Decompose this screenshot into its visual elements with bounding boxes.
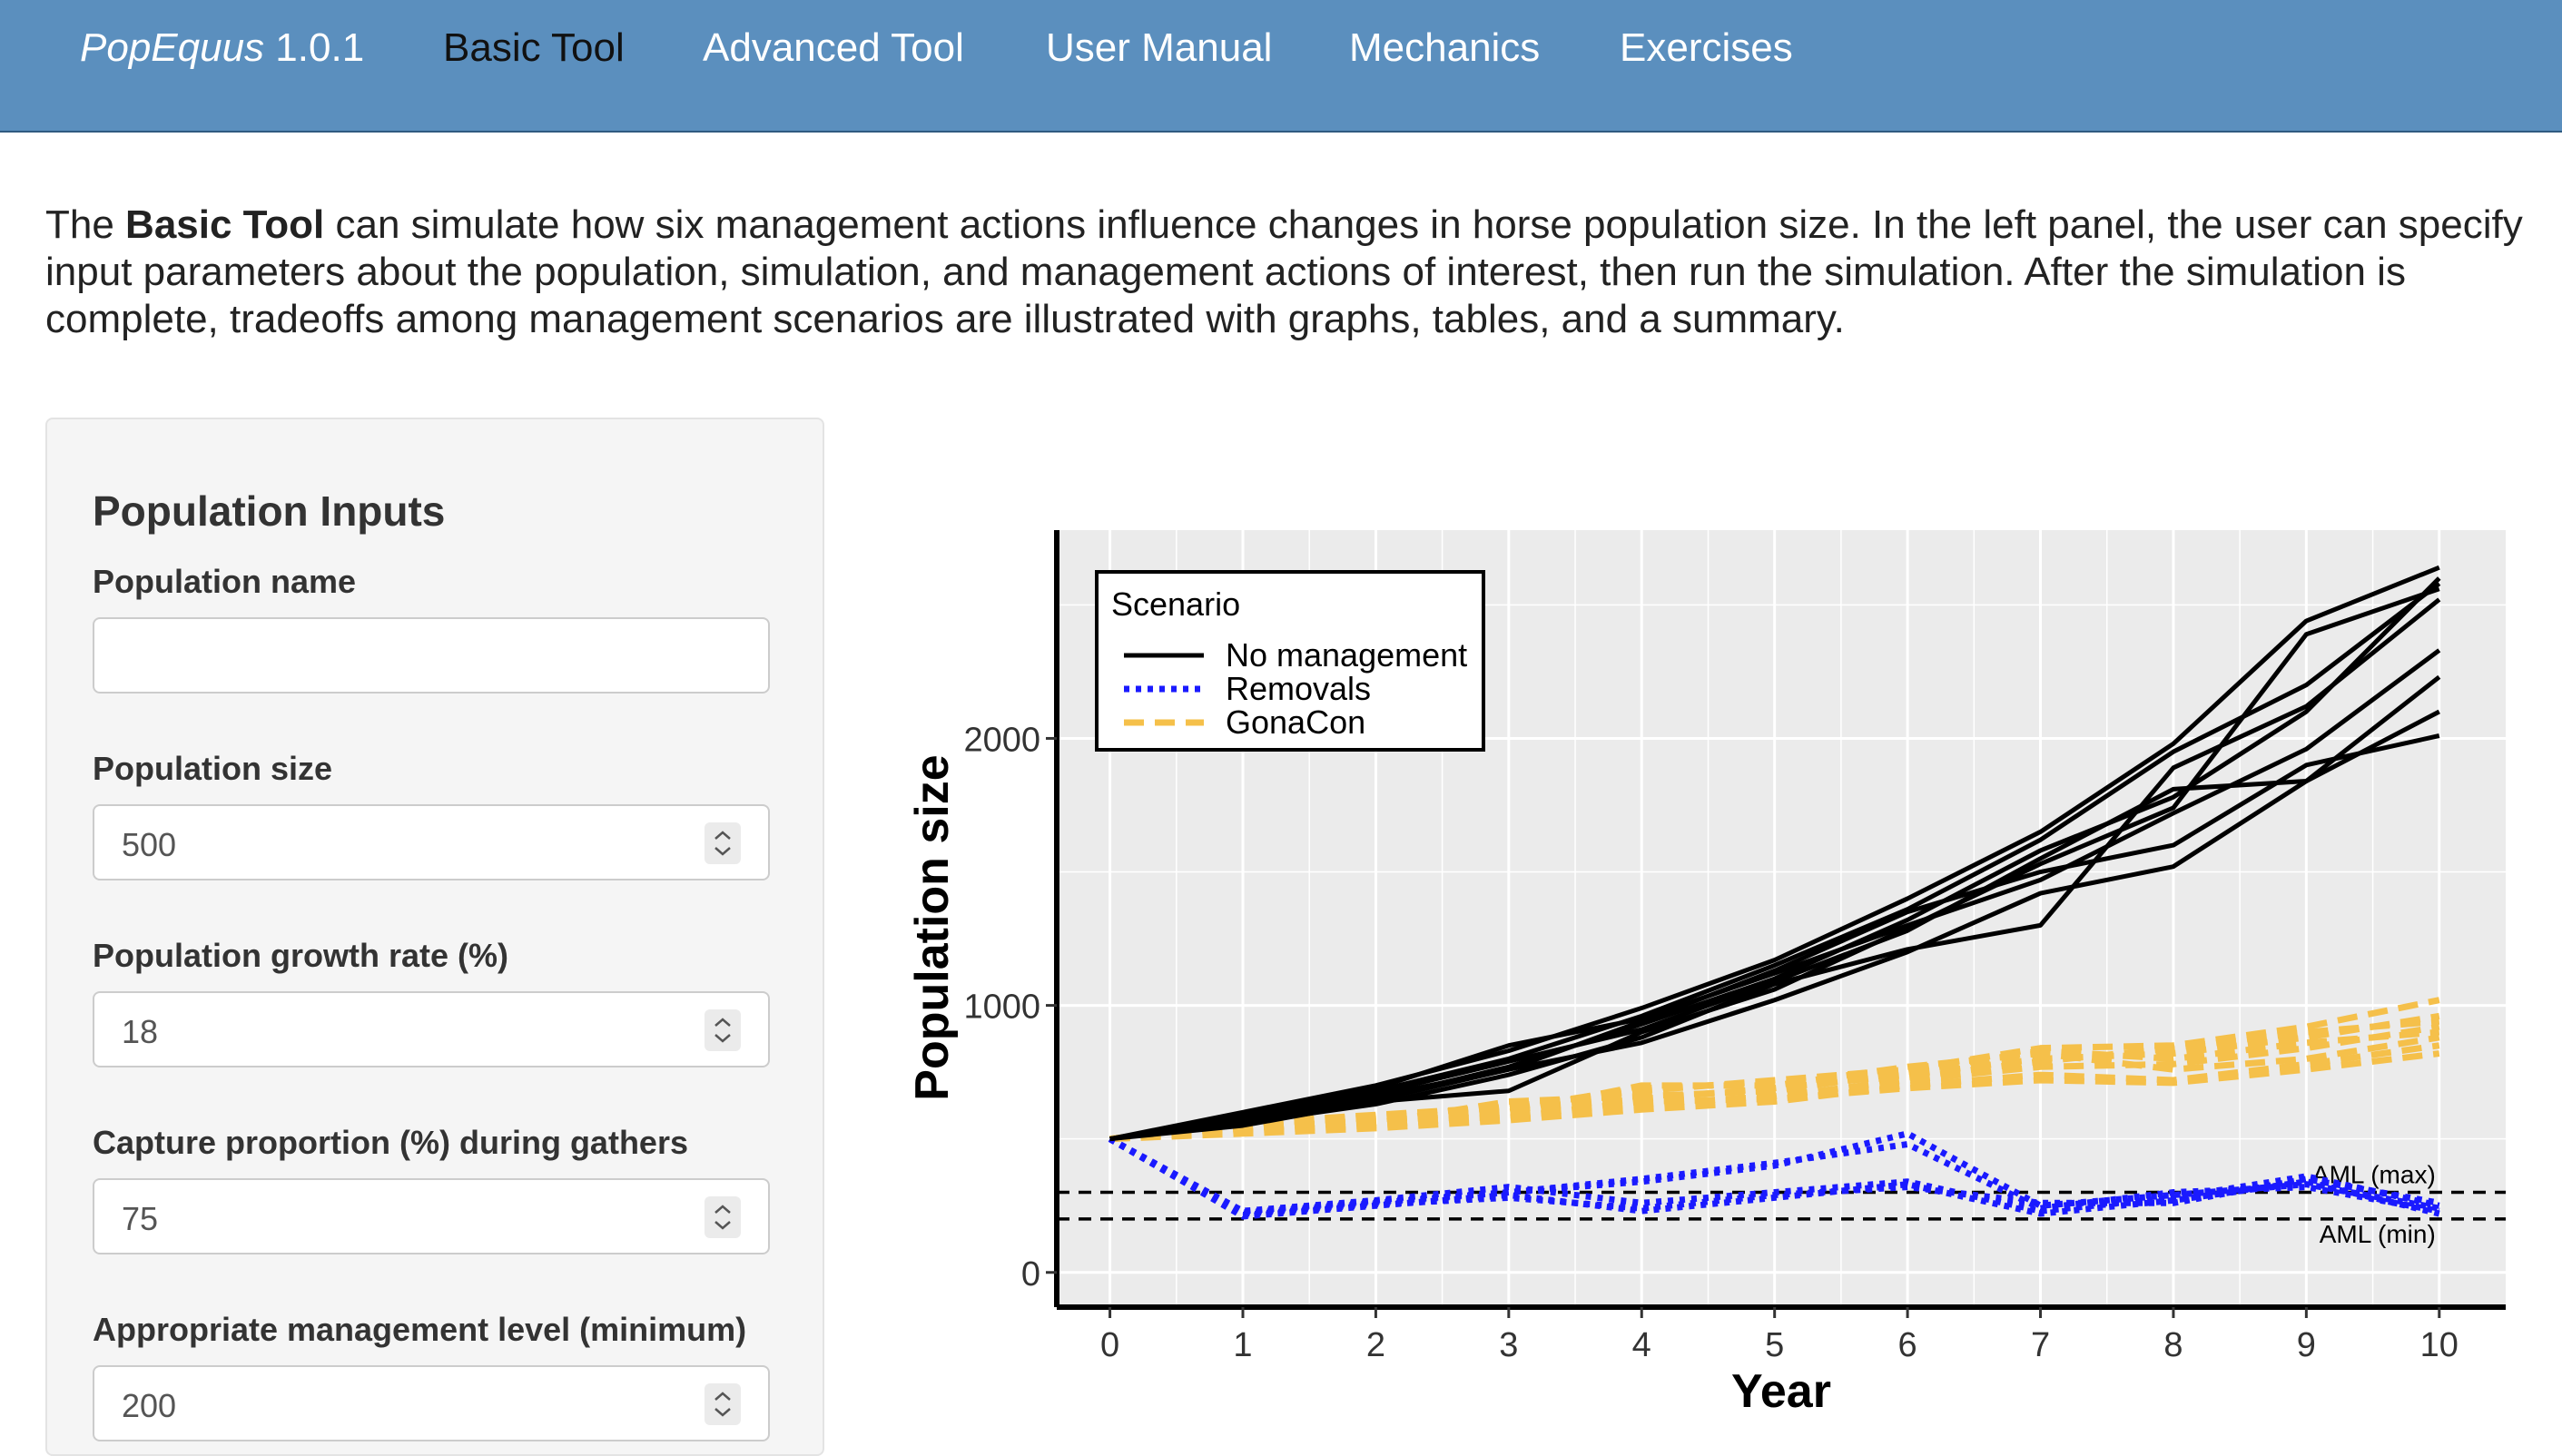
series-lines xyxy=(1108,565,2441,1220)
aml-label: AML (min) xyxy=(2320,1220,2436,1248)
aml-minimum-value: 200 xyxy=(122,1387,177,1424)
series-line xyxy=(1109,1050,2440,1143)
axes xyxy=(1046,530,2506,1318)
growth-rate-label: Population growth rate (%) xyxy=(93,937,508,974)
y-axis-label: Population size xyxy=(906,754,959,1100)
x-tick-label: 6 xyxy=(1898,1326,1917,1364)
x-tick-label: 0 xyxy=(1100,1326,1119,1364)
growth-rate-value: 18 xyxy=(122,1013,159,1050)
population-name-input[interactable] xyxy=(93,617,770,694)
series-line xyxy=(1109,597,2441,1142)
navbar: PopEquus 1.0.1 Basic Tool Advanced Tool … xyxy=(0,0,2562,133)
legend-entry-label: No management xyxy=(1226,636,1467,674)
x-tick-label: 5 xyxy=(1765,1326,1784,1364)
series-line xyxy=(1108,1136,2440,1219)
x-tick-label: 9 xyxy=(2297,1326,2316,1364)
population-name-label: Population name xyxy=(93,563,357,600)
population-size-value: 500 xyxy=(122,826,177,863)
x-tick-label: 4 xyxy=(1632,1326,1651,1364)
tick-labels: 0 1 2 3 4 5 6 7 8 9 10 0 1000 2000 xyxy=(963,721,2458,1364)
tab-user-manual[interactable]: User Manual xyxy=(1046,25,1273,70)
x-tick-label: 3 xyxy=(1499,1326,1518,1364)
population-size-input[interactable]: 500 xyxy=(93,804,770,880)
population-size-label: Population size xyxy=(93,750,333,787)
reference-lines: AML (max) AML (min) xyxy=(1057,1161,2506,1248)
series-line xyxy=(1109,1018,2440,1143)
series-line xyxy=(1109,648,2441,1142)
legend-entry-label: Removals xyxy=(1226,670,1371,707)
series-line xyxy=(1109,709,2440,1142)
x-tick-label: 2 xyxy=(1366,1326,1385,1364)
capture-proportion-label: Capture proportion (%) during gathers xyxy=(93,1124,688,1161)
intro-bold: Basic Tool xyxy=(125,202,325,247)
x-axis-label: Year xyxy=(1731,1365,1831,1418)
legend-title: Scenario xyxy=(1111,585,1240,623)
x-tick-label: 7 xyxy=(2031,1326,2050,1364)
spinner-icon[interactable] xyxy=(705,1383,741,1425)
intro-text: The Basic Tool can simulate how six mana… xyxy=(45,202,2533,343)
series-line xyxy=(1108,1136,2440,1216)
capture-proportion-value: 75 xyxy=(122,1200,159,1237)
growth-rate-input[interactable]: 18 xyxy=(93,991,770,1067)
intro-rest: can simulate how six management actions … xyxy=(45,202,2523,341)
legend-entry-label: GonaCon xyxy=(1226,703,1365,741)
inputs-panel: Population Inputs Population name Popula… xyxy=(45,418,824,1456)
aml-minimum-input[interactable]: 200 xyxy=(93,1365,770,1441)
y-tick-label: 2000 xyxy=(963,721,1040,759)
panel-title: Population Inputs xyxy=(93,487,446,535)
spinner-icon[interactable] xyxy=(705,822,741,864)
series-line xyxy=(1109,674,2441,1142)
aml-minimum-label: Appropriate management level (minimum) xyxy=(93,1311,747,1348)
spinner-icon[interactable] xyxy=(705,1196,741,1238)
aml-label: AML (max) xyxy=(2312,1161,2436,1189)
x-tick-label: 10 xyxy=(2420,1326,2459,1364)
brand-version: 1.0.1 xyxy=(275,25,365,70)
brand[interactable]: PopEquus 1.0.1 xyxy=(80,25,364,71)
tab-mechanics[interactable]: Mechanics xyxy=(1349,25,1541,70)
spinner-icon[interactable] xyxy=(705,1009,741,1051)
tab-advanced-tool[interactable]: Advanced Tool xyxy=(703,25,964,70)
tab-exercises[interactable]: Exercises xyxy=(1620,25,1793,70)
y-tick-label: 1000 xyxy=(963,989,1040,1027)
intro-lead: The xyxy=(45,202,126,247)
series-line xyxy=(1109,565,2440,1142)
brand-name: PopEquus xyxy=(80,25,265,70)
y-tick-label: 0 xyxy=(1021,1255,1040,1294)
x-tick-label: 8 xyxy=(2163,1326,2183,1364)
series-line xyxy=(1109,733,2440,1142)
tab-basic-tool[interactable]: Basic Tool xyxy=(443,25,625,70)
capture-proportion-input[interactable]: 75 xyxy=(93,1178,770,1254)
population-chart: AML (max) AML (min) 0 1 2 3 4 5 6 7 8 9 10 0 1000 2000… xyxy=(906,530,2506,1418)
x-tick-label: 1 xyxy=(1233,1326,1252,1364)
